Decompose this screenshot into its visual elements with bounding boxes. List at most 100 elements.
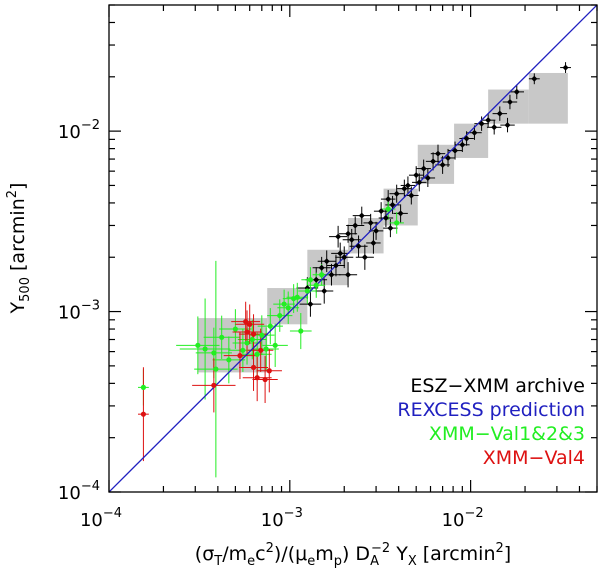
data-point xyxy=(272,342,278,348)
data-point xyxy=(250,331,257,337)
data-point xyxy=(263,346,269,352)
data-point xyxy=(202,346,208,352)
y-axis-title: Y500 [arcmin2] xyxy=(5,183,33,315)
data-point xyxy=(445,154,452,161)
data-point xyxy=(404,182,411,189)
data-point xyxy=(345,230,352,237)
data-point xyxy=(378,208,385,215)
data-point xyxy=(394,220,400,226)
data-point xyxy=(237,353,243,359)
data-point xyxy=(401,185,408,192)
data-point xyxy=(439,161,446,168)
bin-box-8 xyxy=(528,72,568,124)
plot-frame xyxy=(108,4,598,493)
legend-entry: REXCESS prediction xyxy=(397,399,585,421)
data-point xyxy=(140,384,147,390)
legend-entry: XMM−Val4 xyxy=(483,447,585,469)
data-point xyxy=(352,222,359,229)
x-axis-title: (σT/mec2)/(μemp) DA−2 YX [arcmin2] xyxy=(195,541,511,569)
data-point xyxy=(397,210,404,217)
data-point xyxy=(247,321,253,327)
data-point xyxy=(266,368,272,374)
x-tick-label: 10−2 xyxy=(442,506,484,531)
data-point xyxy=(140,411,147,417)
data-point xyxy=(341,254,348,261)
data-point xyxy=(244,340,250,346)
data-point xyxy=(254,375,260,381)
y-tick-label: 10−2 xyxy=(58,118,100,143)
data-point xyxy=(226,357,232,363)
data-point xyxy=(243,318,249,325)
data-point xyxy=(361,254,368,261)
data-point xyxy=(385,206,391,212)
data-point xyxy=(307,301,314,308)
data-point xyxy=(321,288,328,295)
data-point xyxy=(307,277,314,283)
data-point xyxy=(430,158,437,165)
data-point xyxy=(195,342,201,348)
tick-labels: 10−4 10−3 10−2 10−4 10−3 10−2 xyxy=(58,118,484,531)
data-point xyxy=(485,117,492,124)
x-tick-label: 10−3 xyxy=(261,506,303,531)
data-point xyxy=(332,262,339,269)
bin-box-6 xyxy=(454,123,489,158)
data-point xyxy=(219,334,225,340)
data-point xyxy=(285,305,291,311)
data-point xyxy=(211,382,217,388)
data-point xyxy=(424,174,431,181)
y-tick-label: 10−4 xyxy=(58,479,100,504)
data-point xyxy=(434,150,441,157)
data-point xyxy=(531,75,538,82)
data-point xyxy=(463,135,470,142)
data-point xyxy=(387,225,394,232)
data-point xyxy=(232,326,238,332)
data-point xyxy=(416,179,423,186)
data-points xyxy=(140,64,569,417)
data-point xyxy=(258,347,264,353)
data-point xyxy=(382,215,389,222)
data-point xyxy=(249,336,255,343)
data-point xyxy=(267,323,273,329)
data-point xyxy=(304,288,310,294)
data-point xyxy=(313,276,320,283)
data-point xyxy=(262,376,268,383)
data-point xyxy=(504,122,511,129)
data-point xyxy=(355,243,362,250)
data-point xyxy=(335,233,342,240)
data-point xyxy=(491,124,498,131)
data-point xyxy=(323,258,330,265)
data-point xyxy=(358,212,365,219)
data-point xyxy=(393,190,400,197)
legend-entry: ESZ−XMM archive xyxy=(410,375,585,397)
data-point xyxy=(413,172,420,179)
data-point xyxy=(328,271,335,278)
data-point xyxy=(367,219,374,226)
data-point xyxy=(420,165,427,172)
x-tick-label: 10−4 xyxy=(80,506,122,531)
y-tick-label: 10−3 xyxy=(58,299,100,324)
data-point xyxy=(385,196,392,203)
data-point xyxy=(506,99,513,106)
data-point xyxy=(213,366,219,372)
data-point xyxy=(337,250,344,257)
data-point xyxy=(294,294,300,300)
data-point xyxy=(478,120,485,127)
data-point xyxy=(211,350,217,356)
prediction-line-group xyxy=(109,5,597,492)
legend-entry: XMM−Val1&2&3 xyxy=(429,423,585,445)
data-point xyxy=(254,351,260,357)
data-point xyxy=(348,236,355,243)
data-point xyxy=(408,192,415,199)
data-point xyxy=(250,364,257,371)
prediction-line xyxy=(109,5,597,492)
bin-box-7 xyxy=(488,89,529,124)
data-point xyxy=(318,264,325,271)
axis-ticks xyxy=(108,4,598,493)
data-point xyxy=(259,332,265,338)
data-point xyxy=(298,328,304,334)
data-point xyxy=(240,347,246,353)
data-point xyxy=(471,129,478,136)
data-point xyxy=(389,201,396,208)
data-point xyxy=(496,110,503,117)
